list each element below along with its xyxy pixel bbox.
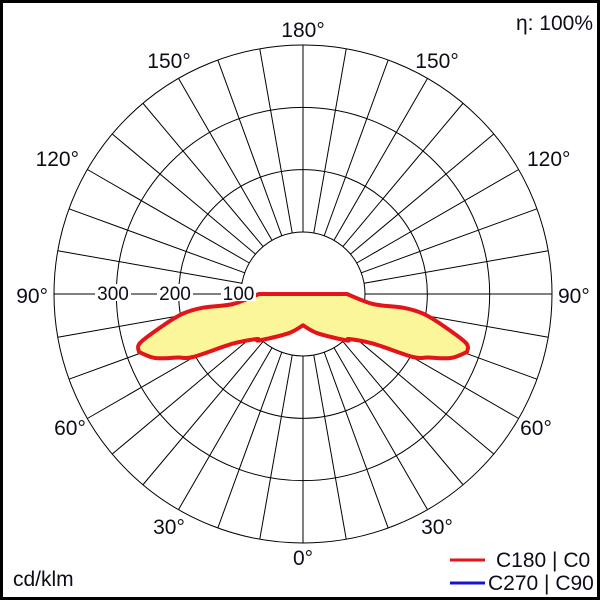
svg-text:120°: 120° <box>527 148 570 171</box>
svg-text:60°: 60° <box>520 417 552 440</box>
svg-text:300: 300 <box>97 284 129 305</box>
svg-text:C180 | C0: C180 | C0 <box>496 549 590 572</box>
svg-text:60°: 60° <box>54 417 86 440</box>
svg-text:200: 200 <box>159 284 191 305</box>
svg-text:150°: 150° <box>147 50 190 73</box>
svg-text:cd/klm: cd/klm <box>13 568 74 591</box>
svg-text:0°: 0° <box>293 547 313 570</box>
svg-text:30°: 30° <box>421 516 453 539</box>
svg-text:120°: 120° <box>36 148 79 171</box>
svg-text:30°: 30° <box>153 516 185 539</box>
svg-text:90°: 90° <box>16 285 48 308</box>
svg-text:η: 100%: η: 100% <box>516 12 593 35</box>
svg-text:100: 100 <box>223 284 255 305</box>
svg-text:150°: 150° <box>415 50 458 73</box>
svg-text:90°: 90° <box>558 285 590 308</box>
svg-text:180°: 180° <box>281 19 324 42</box>
svg-text:C270 | C90: C270 | C90 <box>488 572 594 595</box>
